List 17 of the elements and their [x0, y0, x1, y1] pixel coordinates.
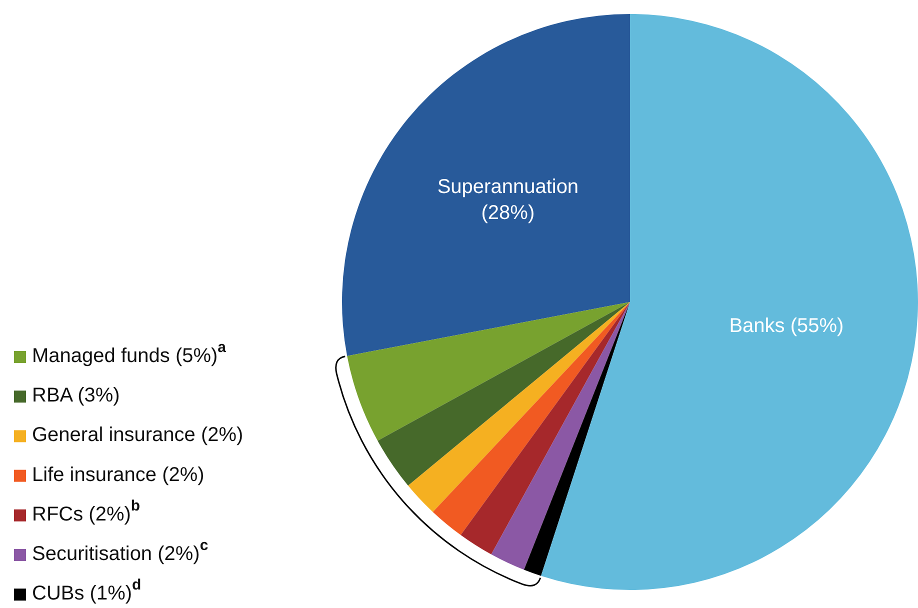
pie-slice [524, 302, 630, 576]
slice-label: Superannuation (28%) [437, 176, 579, 224]
pie-slice [432, 302, 630, 535]
legend-label: CUBs (1%)$^{d}$ [32, 577, 142, 605]
pie-slice [342, 14, 630, 356]
legend-label: Securitisation (2%)$^{c}$ [32, 537, 208, 566]
pie-slice [347, 302, 630, 441]
pie-slice [408, 302, 630, 512]
legend-label: RFCs (2%)$^{b}$ [32, 498, 140, 526]
legend-label: Managed funds (5%)$^{a}$ [32, 339, 227, 368]
pie-slice [491, 302, 630, 570]
pie-slice [460, 302, 630, 554]
pie-slice [378, 302, 630, 486]
legend-label: Life insurance (2%) [32, 464, 204, 486]
legend-label: General insurance (2%) [32, 424, 244, 446]
slice-label: Banks (55%) [729, 315, 844, 338]
legend-label: RBA (3%) [32, 384, 120, 407]
